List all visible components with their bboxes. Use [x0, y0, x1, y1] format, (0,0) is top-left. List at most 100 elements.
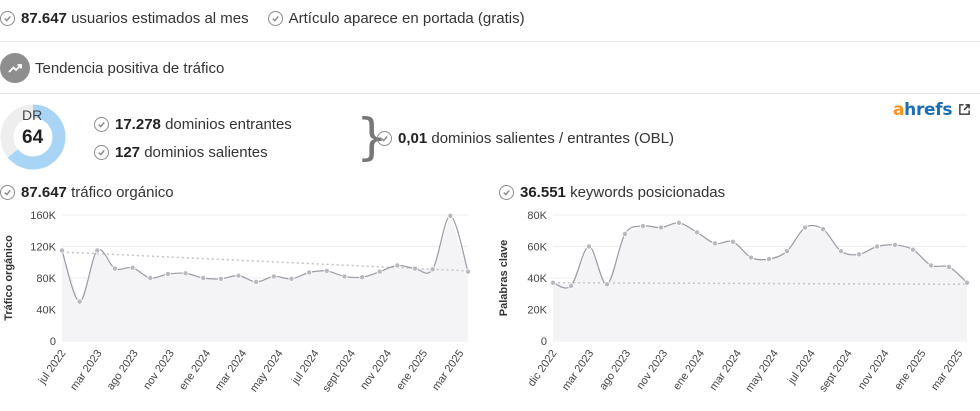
- frontpage-stat: Artículo aparece en portada (gratis): [267, 10, 525, 27]
- data-point: [675, 219, 682, 226]
- users-value: 87.647: [21, 10, 67, 27]
- divider: [0, 41, 980, 42]
- incoming-label: dominios entrantes: [165, 116, 292, 133]
- x-tick-label: nov 2023: [634, 348, 670, 392]
- data-point: [855, 251, 862, 258]
- x-tick-label: may 2024: [743, 348, 781, 394]
- dr-gauge: [0, 104, 66, 170]
- obl-label: dominios salientes / entrantes (OBL): [431, 130, 674, 147]
- outgoing-label: dominios salientes: [144, 144, 268, 161]
- data-point: [359, 274, 366, 281]
- data-point: [945, 263, 952, 270]
- incoming-value: 17.278: [115, 116, 161, 133]
- data-point: [801, 224, 808, 231]
- data-point: [891, 241, 898, 248]
- data-point: [639, 223, 646, 230]
- data-point: [59, 247, 66, 254]
- data-point: [412, 265, 419, 272]
- x-tick-label: nov 2024: [358, 348, 394, 392]
- data-point: [693, 229, 700, 236]
- data-point: [447, 212, 454, 219]
- divider: [0, 93, 980, 94]
- traffic-value: 87.647: [21, 184, 67, 201]
- frontpage-label: Artículo aparece en portada (gratis): [288, 10, 525, 27]
- data-point: [147, 275, 154, 282]
- data-point: [550, 279, 557, 286]
- data-point: [94, 247, 101, 254]
- data-point: [747, 254, 754, 261]
- data-point: [111, 265, 118, 272]
- data-point: [270, 273, 277, 280]
- x-tick-label: nov 2023: [141, 348, 177, 392]
- incoming-domains-stat: 17.278 dominios entrantes: [94, 116, 292, 133]
- x-tick-label: ago 2023: [597, 348, 633, 392]
- users-label: usuarios estimados al mes: [71, 10, 249, 27]
- keywords-value: 36.551: [520, 184, 566, 201]
- y-tick-label: 160K: [30, 210, 56, 222]
- data-point: [429, 266, 436, 273]
- data-point: [235, 272, 242, 279]
- x-tick-label: ene 2025: [892, 348, 928, 392]
- check-circle-icon: [0, 185, 15, 200]
- x-tick-label: dic 2022: [526, 348, 560, 389]
- keywords-header: 36.551 keywords posicionadas: [499, 184, 725, 201]
- y-tick-label: 80K: [527, 210, 547, 222]
- check-circle-icon: [267, 11, 283, 26]
- data-point: [765, 256, 772, 263]
- x-tick-label: mar 2023: [68, 348, 104, 393]
- data-point: [783, 248, 790, 255]
- ahrefs-logo[interactable]: ahrefs: [893, 100, 953, 120]
- check-circle-icon: [94, 145, 109, 160]
- x-tick-label: mar 2025: [430, 348, 466, 393]
- x-tick-label: mar 2023: [560, 348, 596, 393]
- y-axis-label: Tráfico orgánico: [3, 235, 15, 321]
- x-tick-label: mar 2024: [708, 348, 744, 393]
- y-tick-label: 120K: [30, 242, 56, 254]
- x-tick-label: ene 2024: [671, 348, 707, 392]
- x-tick-label: nov 2024: [856, 348, 892, 392]
- data-point: [711, 240, 718, 247]
- dr-value: 64: [22, 127, 44, 148]
- data-point: [341, 273, 348, 280]
- y-tick-label: 40K: [36, 305, 56, 317]
- dr-label: DR: [22, 107, 43, 123]
- data-point: [323, 267, 330, 274]
- outgoing-value: 127: [115, 144, 141, 161]
- x-tick-label: mar 2024: [213, 348, 249, 393]
- obl-stat: 0,01 dominios salientes / entrantes (OBL…: [377, 130, 674, 147]
- check-circle-icon: [94, 117, 109, 132]
- data-point: [76, 298, 83, 305]
- data-point: [464, 268, 471, 275]
- data-point: [963, 279, 970, 286]
- traffic-label: tráfico orgánico: [71, 184, 174, 201]
- data-point: [376, 268, 383, 275]
- data-point: [306, 269, 313, 276]
- series-area: [62, 215, 468, 341]
- check-circle-icon: [499, 185, 514, 200]
- data-point: [200, 275, 207, 282]
- data-point: [182, 270, 189, 277]
- data-point: [657, 224, 664, 231]
- x-tick-label: jul 2024: [289, 348, 322, 387]
- y-tick-label: 80K: [36, 273, 56, 285]
- external-link-icon[interactable]: [958, 103, 971, 116]
- data-point: [819, 226, 826, 233]
- data-point: [253, 278, 260, 285]
- top-stats-row: 87.647 usuarios estimados al mes Artícul…: [0, 10, 980, 27]
- data-point: [604, 281, 611, 288]
- check-circle-icon: [377, 131, 392, 146]
- users-stat: 87.647 usuarios estimados al mes: [0, 10, 249, 27]
- trending-up-icon: [0, 53, 30, 83]
- x-tick-label: may 2024: [248, 348, 286, 394]
- data-point: [837, 248, 844, 255]
- data-point: [288, 275, 295, 282]
- data-point: [217, 275, 224, 282]
- y-tick-label: 60K: [527, 242, 547, 254]
- x-tick-label: sept 2024: [320, 348, 358, 394]
- data-point: [586, 243, 593, 250]
- x-tick-label: mar 2025: [929, 348, 965, 393]
- outgoing-domains-stat: 127 dominios salientes: [94, 144, 268, 161]
- data-point: [164, 271, 171, 278]
- data-point: [873, 243, 880, 250]
